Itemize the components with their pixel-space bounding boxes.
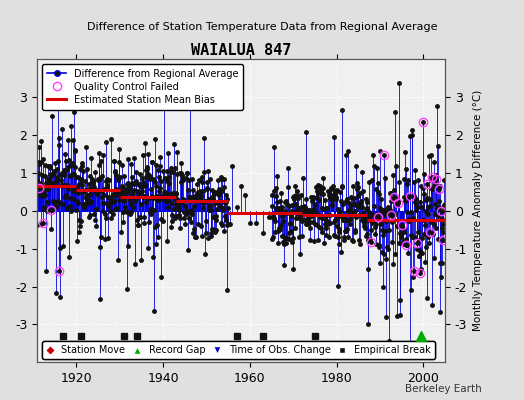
Text: Difference of Station Temperature Data from Regional Average: Difference of Station Temperature Data f… (87, 22, 437, 32)
Y-axis label: Monthly Temperature Anomaly Difference (°C): Monthly Temperature Anomaly Difference (… (473, 90, 483, 331)
Legend: Station Move, Record Gap, Time of Obs. Change, Empirical Break: Station Move, Record Gap, Time of Obs. C… (42, 341, 434, 359)
Title: WAIALUA 847: WAIALUA 847 (191, 43, 291, 58)
Text: Berkeley Earth: Berkeley Earth (406, 384, 482, 394)
